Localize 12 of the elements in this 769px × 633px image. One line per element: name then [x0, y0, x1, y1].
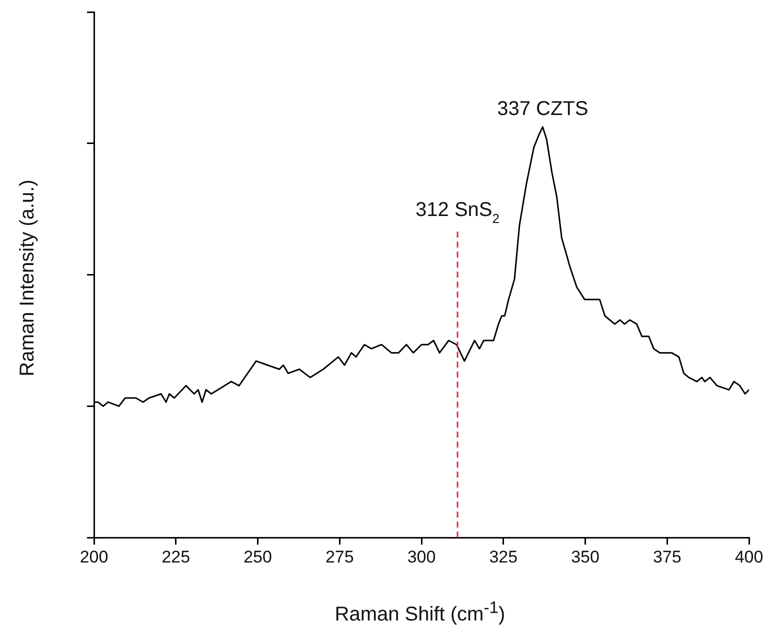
- x-tick-label: 400: [734, 547, 764, 566]
- y-axis-title: Raman Intensity (a.u.): [16, 180, 40, 376]
- x-tick-label: 375: [652, 547, 682, 566]
- x-tick-label: 250: [244, 547, 272, 566]
- x-tick-label: 350: [571, 547, 600, 566]
- x-tick-label: 225: [162, 547, 190, 566]
- x-tick-label: 300: [407, 547, 436, 566]
- x-axis-title: Raman Shift (cm$^{-1}$): [334, 598, 506, 627]
- annotation: 337 CZTS: [497, 98, 588, 120]
- x-tick-label: 275: [325, 547, 354, 566]
- x-tick-label: 325: [489, 547, 518, 566]
- x-tick-label: 200: [80, 547, 108, 566]
